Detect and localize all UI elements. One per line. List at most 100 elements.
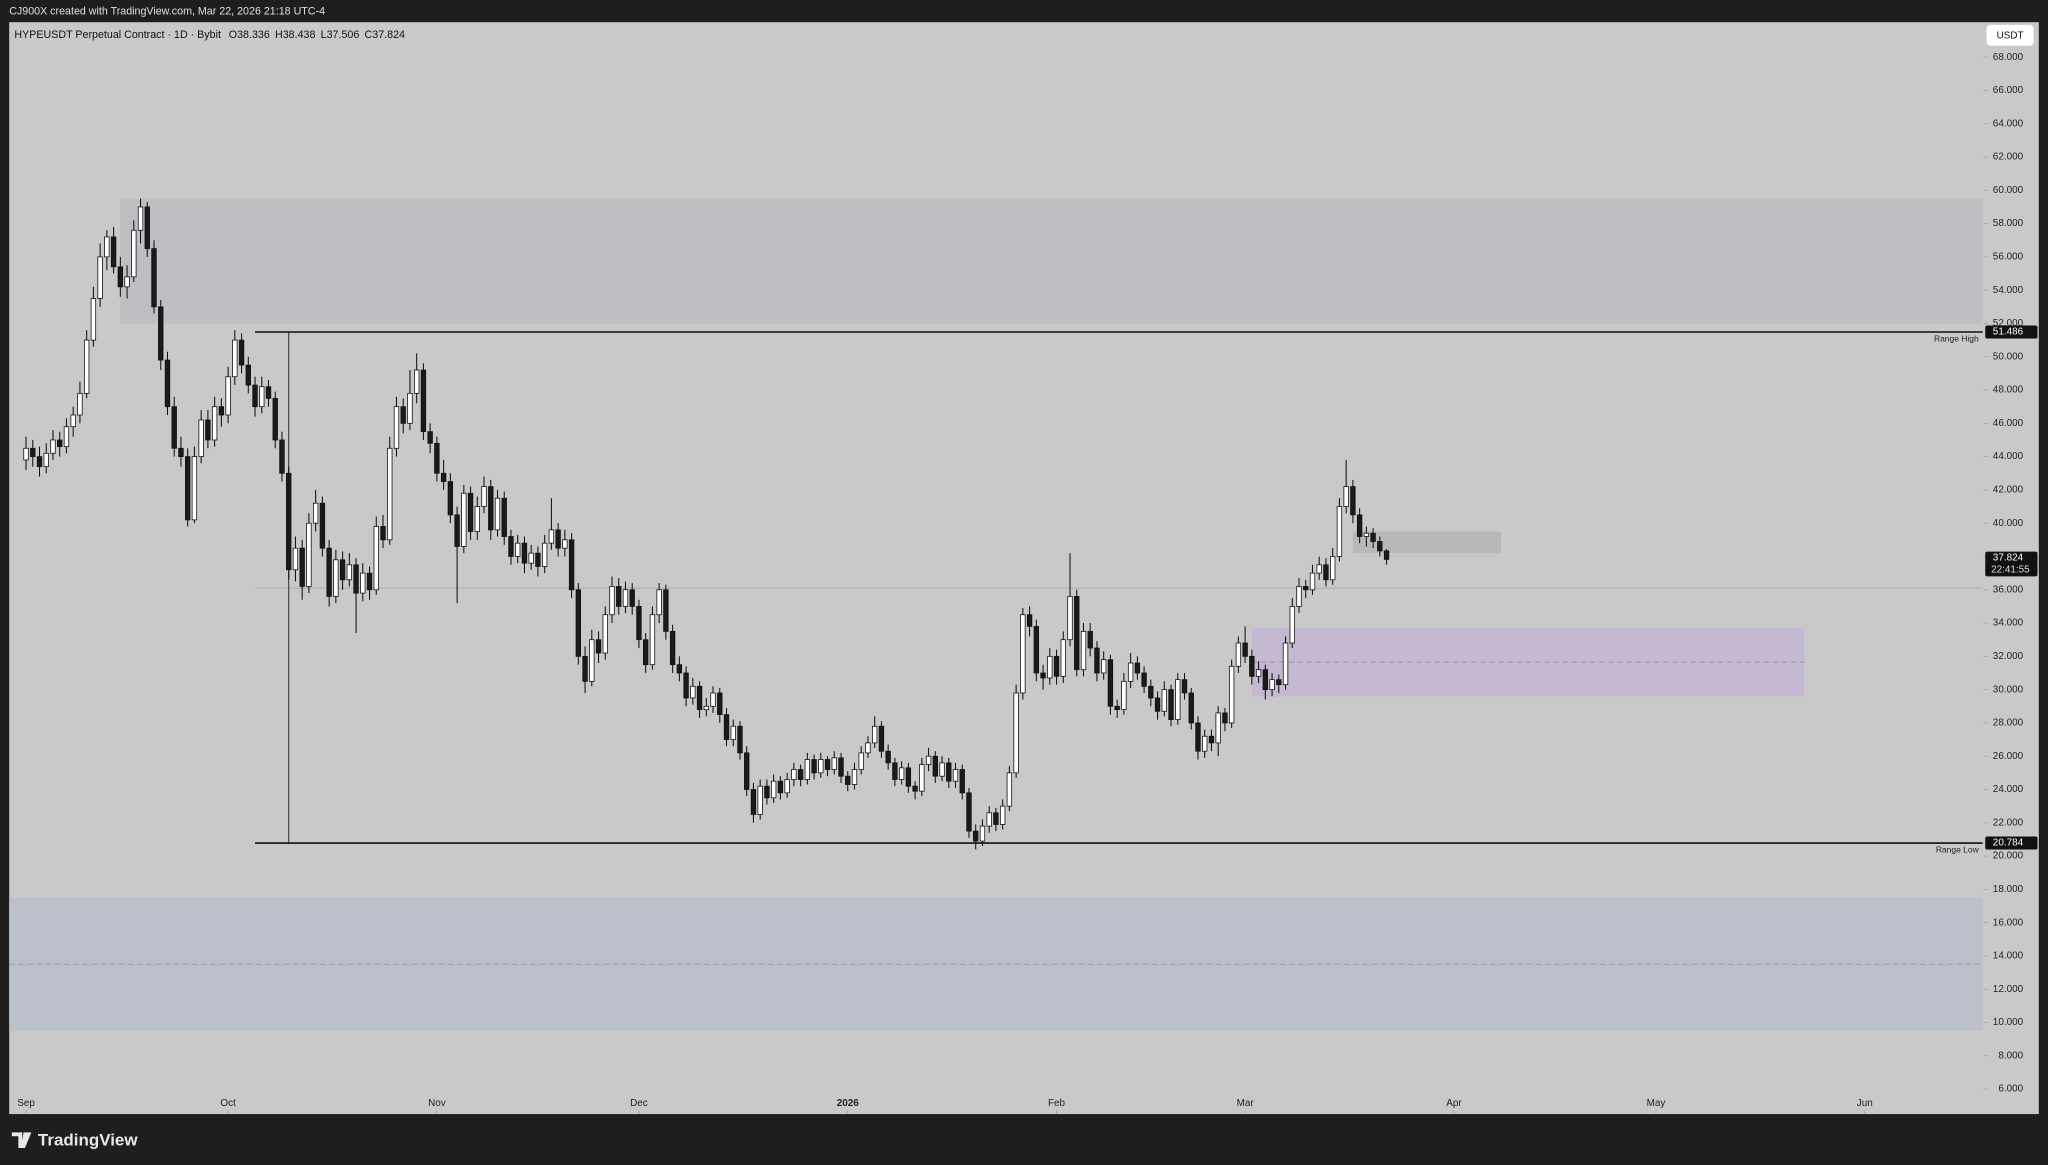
currency-label[interactable]: USDT (1997, 31, 2024, 42)
y-tick-label: 40.000 (1993, 518, 2024, 529)
candle-body (447, 481, 454, 516)
candle-body (232, 339, 238, 378)
candle-body (1040, 672, 1046, 679)
x-tick-label: Dec (630, 1098, 648, 1109)
countdown: 22:41:55 (1991, 564, 2030, 575)
candle-body (952, 769, 959, 782)
y-tick-label: 52.000 (1993, 318, 2024, 329)
y-tick-label: 12.000 (1993, 984, 2024, 995)
candle-body (1242, 642, 1248, 657)
candle-body (1195, 722, 1201, 752)
candle-body (892, 762, 898, 780)
candle-body (110, 236, 117, 268)
candle-body (589, 639, 595, 682)
candle-body (117, 266, 124, 288)
candle-body (723, 714, 730, 740)
candle-body (104, 236, 110, 258)
candle-body (696, 685, 703, 711)
candle-body (535, 552, 541, 567)
candle-body (643, 639, 649, 666)
candle-body (467, 492, 474, 532)
candle-body (1087, 630, 1093, 649)
candle-body (851, 769, 858, 785)
candle-body (966, 792, 972, 832)
candle-body (1168, 689, 1174, 720)
candle-body (1249, 655, 1255, 677)
candle-body (1377, 541, 1383, 552)
currency-button[interactable] (1986, 24, 2034, 46)
y-tick-label: 14.000 (1993, 951, 2024, 962)
candle-body (43, 452, 49, 467)
drawings: Range High Range Low (255, 331, 1983, 854)
candle-body (979, 825, 986, 842)
y-tick-label: 46.000 (1993, 418, 2024, 429)
candle-body (501, 497, 507, 537)
candles (23, 198, 1390, 850)
candle-body (137, 206, 144, 231)
candle-body (622, 589, 629, 607)
candle-body (474, 506, 480, 532)
candle-body (1020, 614, 1026, 694)
candle-body (750, 789, 757, 815)
candle-body (912, 785, 918, 792)
symbol-title: HYPEUSDT Perpetual Contract · 1D · Bybit (14, 29, 221, 41)
candle-body (1067, 596, 1073, 641)
candle-body (185, 456, 191, 521)
candle-body (885, 750, 891, 764)
candle-body (845, 775, 851, 785)
candle-body (777, 780, 784, 794)
candle-body (1033, 625, 1040, 674)
candle-body (312, 502, 319, 524)
price-axis: 6.000 8.000 10.000 12.000 14.000 16.000 18.000… (17, 52, 2038, 1115)
candle-body (1356, 514, 1363, 537)
candle-body (151, 248, 157, 308)
candle-body (1141, 672, 1147, 687)
candle-body (770, 780, 777, 799)
y-tick-label: 64.000 (1993, 118, 2024, 129)
candle-body (218, 406, 225, 416)
candle-body (1121, 680, 1127, 711)
candle-body (333, 559, 339, 597)
candle-body (1262, 669, 1269, 691)
candle-body (380, 526, 386, 541)
candle-body (272, 397, 278, 441)
candle-body (57, 439, 63, 448)
candle-body (1006, 772, 1013, 807)
candle-body (454, 514, 460, 547)
candle-body (400, 406, 406, 424)
candle-body (999, 805, 1006, 825)
candle-body (919, 764, 925, 792)
candle-body (1309, 572, 1316, 591)
x-tick-label: Jun (1857, 1098, 1873, 1109)
candle-body (858, 752, 864, 770)
candle-body (1127, 662, 1134, 682)
ohlc-value: 37.824 (372, 29, 405, 41)
candle-body (440, 472, 447, 482)
y-tick-label: 6.000 (1998, 1084, 2023, 1095)
y-tick-label: 28.000 (1993, 718, 2024, 729)
candle-body (1222, 712, 1228, 724)
candle-body (164, 359, 171, 408)
candle-body (23, 447, 29, 461)
candle-body (690, 685, 696, 699)
candle-body (1303, 586, 1309, 591)
candle-body (306, 522, 312, 587)
candle-body (83, 339, 90, 394)
candle-body (1336, 506, 1343, 557)
candle-body (616, 586, 622, 607)
candle-body (703, 705, 709, 711)
candle-body (70, 414, 76, 428)
candle-body (77, 392, 83, 416)
candle-body (521, 542, 528, 564)
candle-body (252, 384, 258, 408)
candle-body (346, 564, 353, 581)
ohlc-value: 38.438 (283, 29, 316, 41)
y-tick-label: 48.000 (1993, 385, 2024, 396)
candle-body (1188, 692, 1194, 724)
ohlc-label: H (275, 29, 283, 41)
candle-body (131, 229, 137, 278)
candle-body (515, 542, 521, 557)
candle-body (1363, 532, 1370, 537)
candle-body (872, 725, 878, 744)
candle-body (1107, 659, 1114, 707)
